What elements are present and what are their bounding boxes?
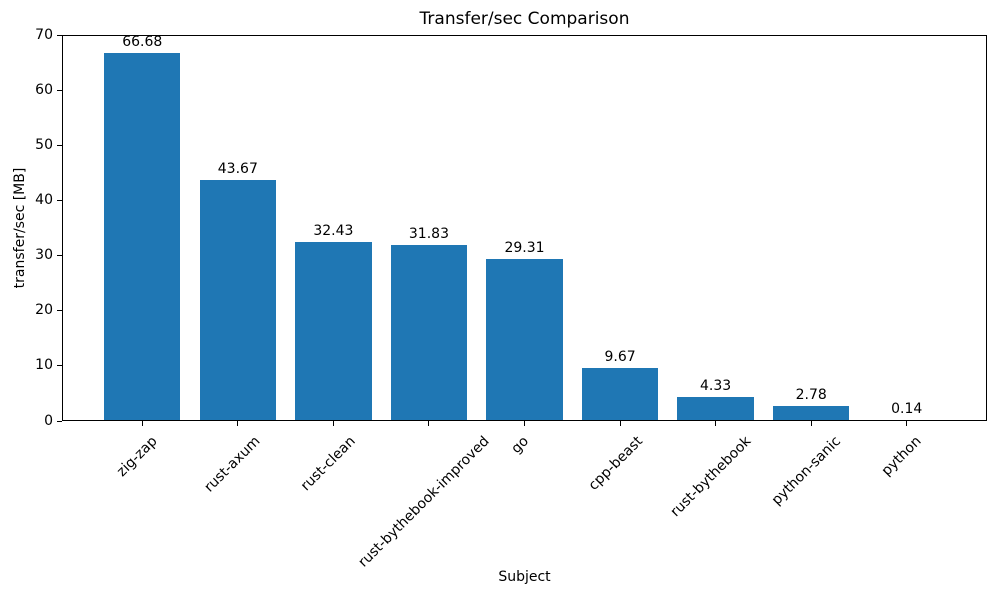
x-tick-label: cpp-beast bbox=[585, 433, 646, 494]
x-tick bbox=[524, 421, 525, 426]
y-tick bbox=[57, 34, 62, 36]
y-tick bbox=[57, 365, 62, 367]
x-tick bbox=[428, 421, 430, 426]
y-tick-label: 20 bbox=[35, 302, 53, 319]
bar-value-label: 66.68 bbox=[122, 34, 163, 51]
x-tick bbox=[619, 421, 621, 426]
y-tick-label: 0 bbox=[44, 412, 53, 429]
x-tick-label: rust-clean bbox=[298, 433, 359, 495]
x-tick bbox=[332, 421, 334, 426]
y-tick-label: 60 bbox=[35, 81, 53, 98]
bar bbox=[104, 53, 181, 421]
y-tick bbox=[57, 89, 62, 91]
y-tick bbox=[57, 144, 62, 146]
bar bbox=[295, 242, 372, 421]
x-tick-label: python bbox=[878, 433, 925, 480]
x-tick-label: rust-axum bbox=[201, 433, 264, 496]
x-tick bbox=[906, 421, 908, 426]
bar-value-label: 9.67 bbox=[604, 348, 636, 365]
bar bbox=[390, 245, 468, 421]
x-axis-label: Subject bbox=[498, 569, 551, 585]
chart-title: Transfer/sec Comparison bbox=[419, 9, 630, 29]
y-tick-label: 40 bbox=[35, 191, 53, 208]
y-tick bbox=[57, 199, 62, 201]
y-tick-label: 50 bbox=[35, 136, 53, 153]
bar-value-label: 43.67 bbox=[217, 161, 258, 178]
bar-value-label: 32.43 bbox=[313, 223, 354, 240]
x-tick-label: zig-zap bbox=[113, 433, 161, 480]
bar-value-label: 29.31 bbox=[504, 240, 545, 257]
x-tick bbox=[237, 421, 239, 426]
bar bbox=[677, 397, 754, 421]
x-tick-label: python-sanic bbox=[768, 433, 845, 509]
bar-value-label: 4.33 bbox=[700, 378, 732, 395]
x-tick bbox=[141, 421, 143, 426]
bar bbox=[772, 405, 850, 421]
y-tick bbox=[57, 255, 62, 257]
bar-value-label: 2.78 bbox=[795, 386, 827, 403]
bar bbox=[199, 180, 277, 421]
y-tick-label: 30 bbox=[35, 247, 53, 264]
x-tick-label: rust-bythebook bbox=[667, 433, 754, 521]
y-tick bbox=[57, 310, 62, 312]
x-tick-label: rust-bythebook-improved bbox=[355, 433, 493, 571]
y-tick-label: 10 bbox=[35, 357, 53, 374]
y-tick bbox=[57, 420, 62, 422]
x-tick bbox=[810, 421, 812, 426]
bar bbox=[581, 367, 659, 421]
x-tick bbox=[715, 421, 717, 426]
bar-value-label: 31.83 bbox=[408, 226, 449, 243]
x-tick-label: go bbox=[508, 433, 532, 457]
bar bbox=[486, 259, 563, 421]
bar-value-label: 0.14 bbox=[891, 401, 923, 417]
y-tick-label: 70 bbox=[35, 26, 53, 43]
